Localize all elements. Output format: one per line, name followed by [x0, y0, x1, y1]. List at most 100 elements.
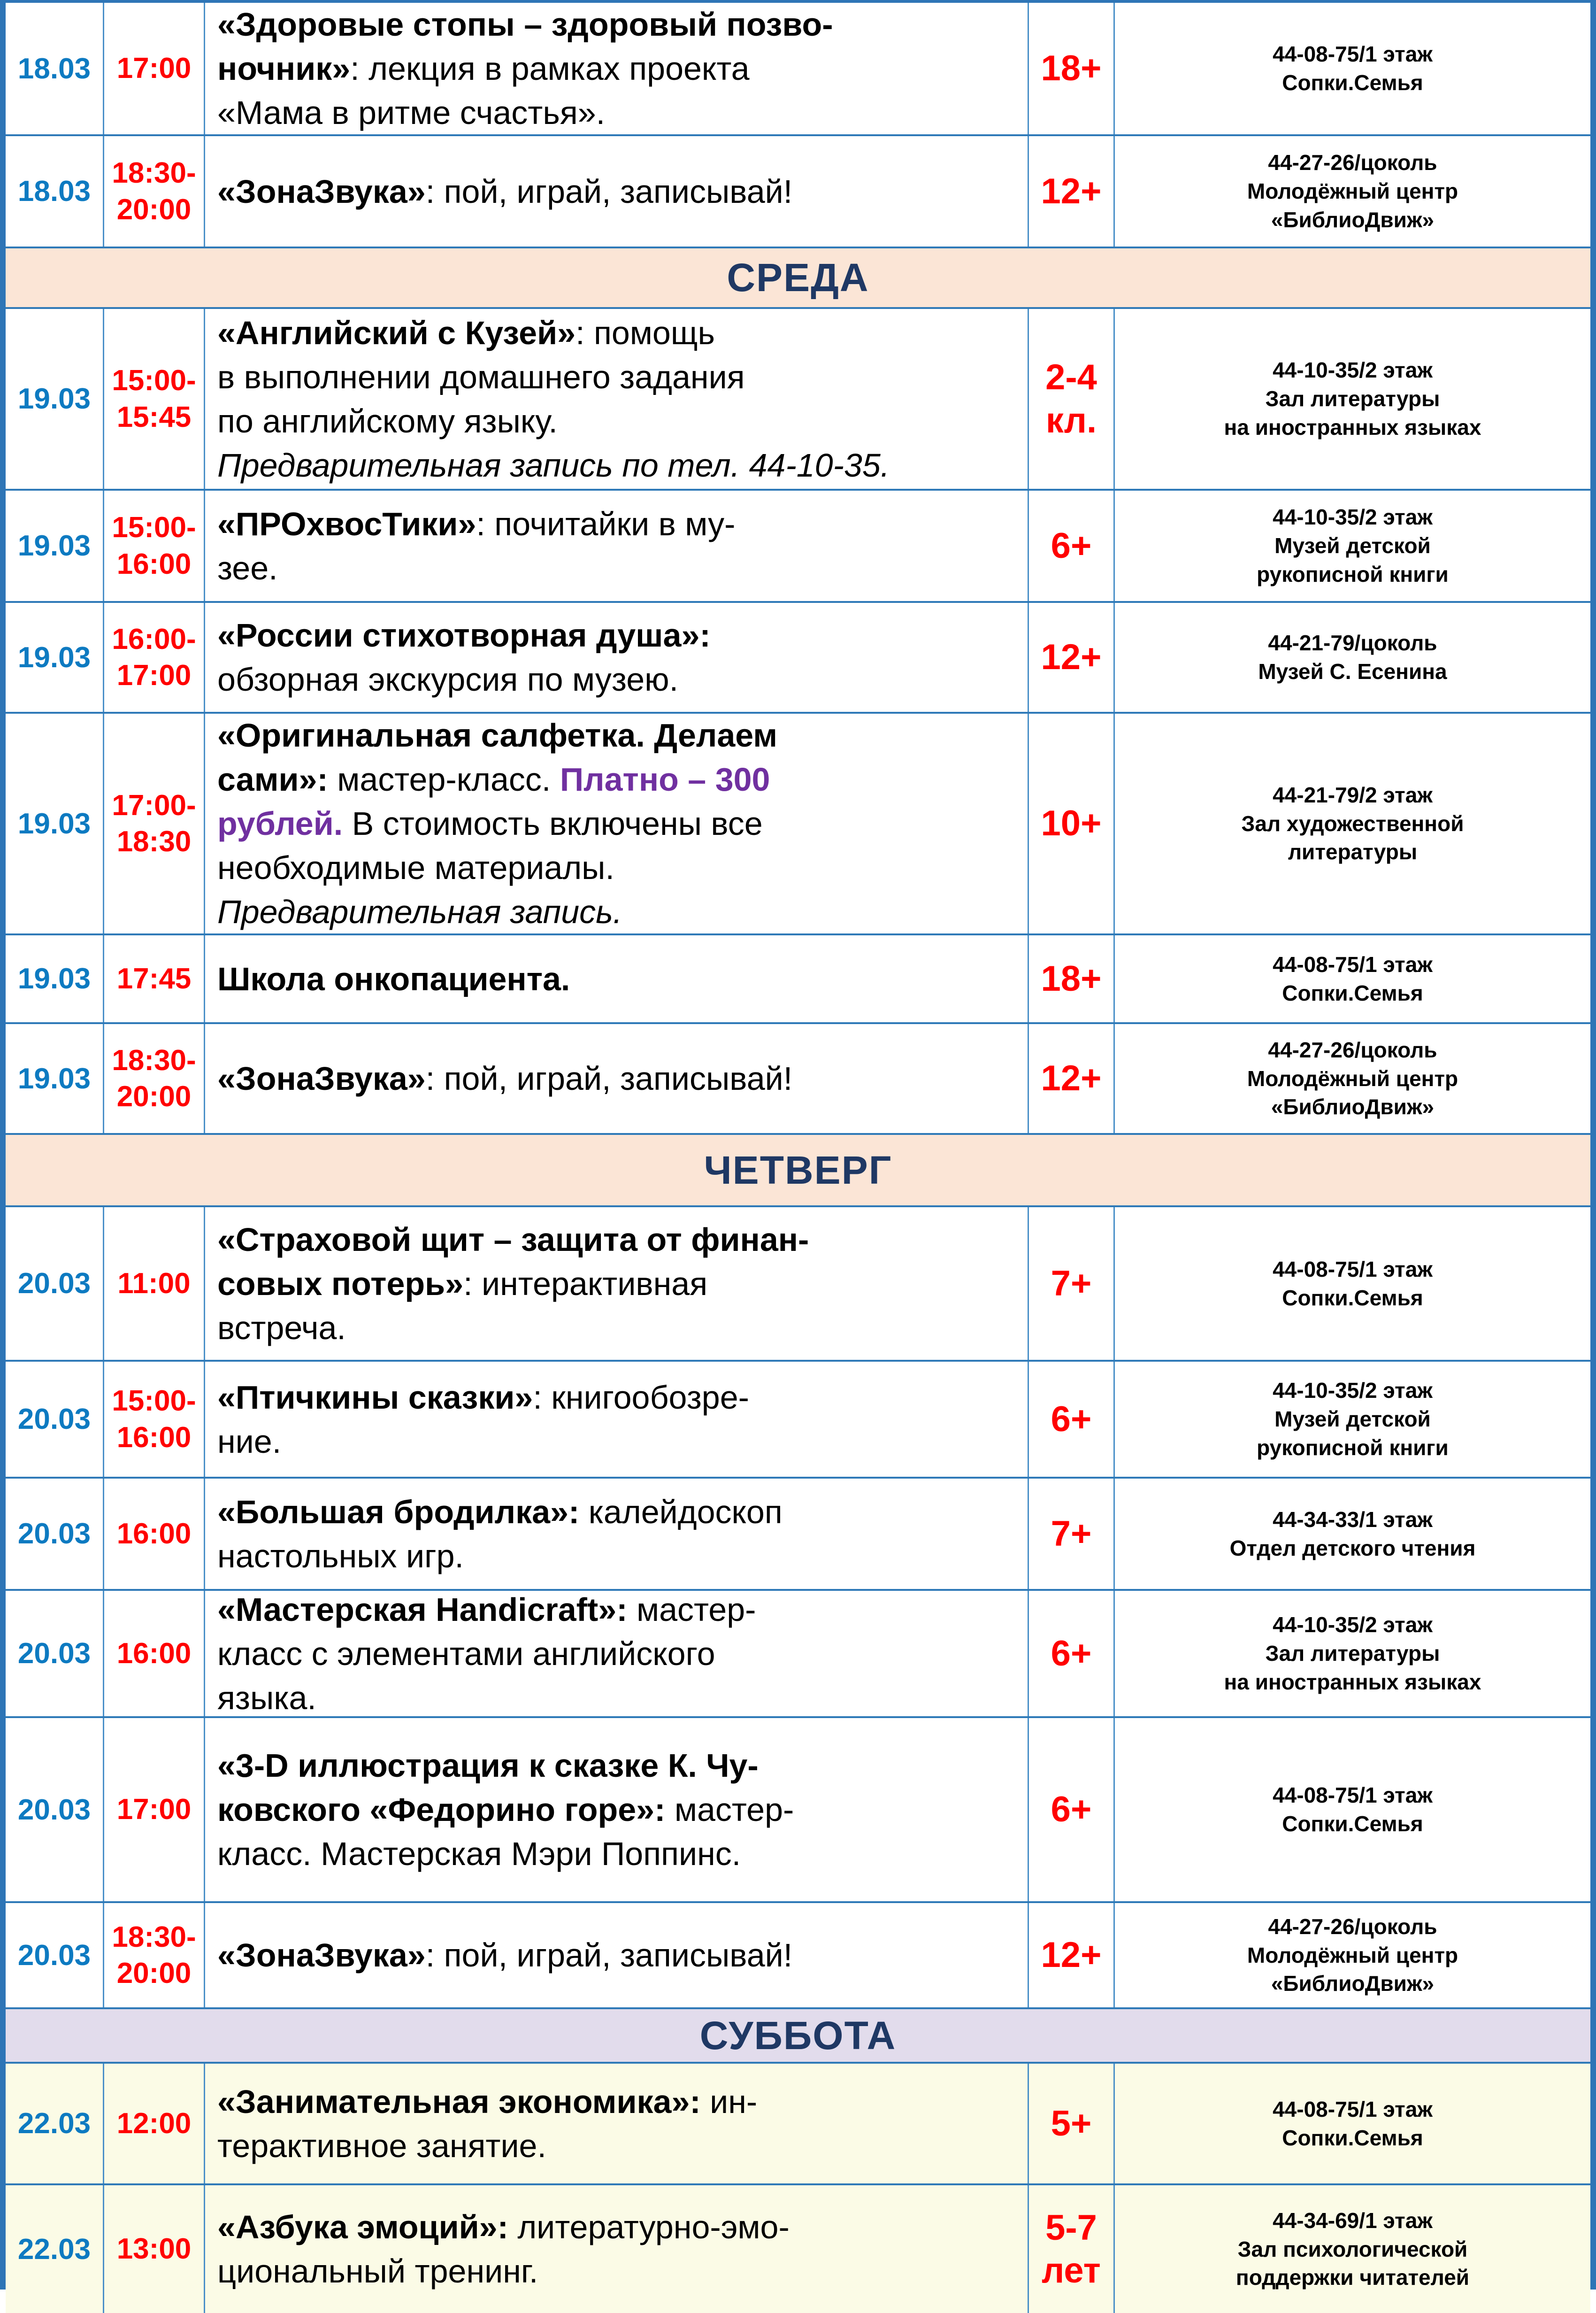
- event-description-cell: «3-D иллюстрация к сказке К. Чу-ковского…: [205, 1718, 1029, 1901]
- schedule-row: 20.03 16:00 «Большая бродилка»: калейдоско…: [6, 1477, 1590, 1589]
- event-text-segment: «Английский с Кузей»: [217, 314, 576, 351]
- time-value-line: 17:00: [116, 659, 192, 692]
- event-text-segment: литературно-эмо-: [508, 2209, 790, 2245]
- date-value: 20.03: [17, 1793, 91, 1826]
- event-text-segment: «Страховой щит – защита от финан-: [217, 1221, 809, 1258]
- age-restriction-line: 12+: [1041, 1935, 1102, 1975]
- event-text-segment: класс. Мастерская Мэри Поппинс.: [217, 1835, 741, 1872]
- event-description-line: «3-D иллюстрация к сказке К. Чу-: [217, 1743, 759, 1788]
- event-description-line: настольных игр.: [217, 1534, 464, 1578]
- time-value-line: 15:00-: [112, 511, 196, 544]
- time-cell: 16:00- 17:00: [104, 603, 205, 712]
- event-text-segment: ние.: [217, 1423, 282, 1460]
- price-text: рублей.: [217, 805, 343, 842]
- price-text: Платно – 300: [560, 761, 770, 798]
- schedule-row: 19.03 15:00- 15:45 «Английский с Кузей»: по…: [6, 307, 1590, 489]
- time-cell: 17:00: [104, 1718, 205, 1901]
- event-text-segment: Школа онкопациента.: [217, 960, 570, 997]
- event-description-line: терактивное занятие.: [217, 2124, 546, 2168]
- location-cell: 44-27-26/цоколь Молодёжный центр «БиблиоДв…: [1115, 1903, 1590, 2007]
- location-cell: 44-08-75/1 этаж Сопки.Семья: [1115, 935, 1590, 1022]
- time-value-line: 20:00: [116, 193, 192, 226]
- event-text-segment: «Мастерская Handicraft»:: [217, 1591, 628, 1628]
- location-line: 44-27-26/цоколь: [1268, 1914, 1437, 1939]
- date-value: 19.03: [17, 1062, 91, 1095]
- event-description-line: рублей. В стоимость включены все: [217, 802, 763, 846]
- time-value-line: 16:00: [116, 547, 192, 580]
- date-cell: 20.03: [6, 1479, 104, 1589]
- age-restriction-line: 6+: [1051, 1399, 1092, 1439]
- schedule-row: 18.03 17:00 «Здоровые стопы – здоровый поз…: [6, 3, 1590, 134]
- time-cell: 18:30- 20:00: [104, 1903, 205, 2007]
- event-description-line: в выполнении домашнего задания: [217, 355, 745, 399]
- age-restriction-cell: 5+: [1029, 2064, 1115, 2183]
- event-text-segment: настольных игр.: [217, 1537, 464, 1574]
- age-restriction-line: 12+: [1041, 171, 1102, 211]
- date-cell: 18.03: [6, 3, 104, 134]
- event-text-segment: встреча.: [217, 1309, 346, 1346]
- time-value-line: 17:00: [116, 52, 192, 85]
- location-line: на иностранных языках: [1224, 415, 1481, 439]
- schedule-row: 19.03 18:30- 20:00 «ЗонаЗвука»: пой, играй,…: [6, 1022, 1590, 1133]
- time-value-line: 18:30: [116, 825, 192, 858]
- age-restriction-line: 7+: [1051, 1263, 1092, 1303]
- date-cell: 20.03: [6, 1903, 104, 2007]
- event-text-segment: В стоимость включены все: [343, 805, 763, 842]
- time-cell: 16:00: [104, 1591, 205, 1716]
- location-line: Сопки.Семья: [1282, 1285, 1423, 1310]
- date-cell: 19.03: [6, 603, 104, 712]
- age-restriction-line: 18+: [1041, 48, 1102, 89]
- date-cell: 19.03: [6, 1024, 104, 1133]
- date-value: 20.03: [17, 1637, 91, 1670]
- time-value-line: 17:00-: [112, 789, 196, 822]
- event-description-cell: «ЗонаЗвука»: пой, играй, записывай!: [205, 1024, 1029, 1133]
- date-value: 20.03: [17, 1267, 91, 1300]
- location-cell: 44-10-35/2 этаж Зал литературы на иностран…: [1115, 1591, 1590, 1716]
- time-value-line: 16:00: [116, 1421, 192, 1454]
- location-line: 44-34-69/1 этаж: [1273, 2208, 1433, 2233]
- event-description-cell: «ЗонаЗвука»: пой, играй, записывай!: [205, 136, 1029, 247]
- age-restriction-line: 6+: [1051, 1789, 1092, 1830]
- date-cell: 19.03: [6, 491, 104, 601]
- day-header-row: ЧЕТВЕРГ: [6, 1133, 1590, 1205]
- event-text-segment: зее.: [217, 549, 278, 586]
- event-text-segment: : пой, играй, записывай!: [425, 1060, 793, 1097]
- location-line: 44-27-26/цоколь: [1268, 150, 1437, 175]
- time-cell: 11:00: [104, 1207, 205, 1360]
- schedule-row: 20.03 16:00 «Мастерская Handicraft»: масте…: [6, 1589, 1590, 1716]
- event-text-segment: терактивное занятие.: [217, 2127, 546, 2164]
- location-line: рукописной книги: [1257, 1435, 1449, 1460]
- event-text-segment: : пой, играй, записывай!: [425, 173, 793, 210]
- location-line: 44-08-75/1 этаж: [1273, 952, 1433, 977]
- schedule-row: 20.03 11:00 «Страховой щит – защита от фин…: [6, 1205, 1590, 1360]
- schedule-row: 19.03 16:00- 17:00 «России стихотворная душ…: [6, 601, 1590, 712]
- time-value-line: 18:30-: [112, 1044, 196, 1077]
- event-text-segment: «Здоровые стопы – здоровый позво-: [217, 6, 833, 43]
- location-line: Зал литературы: [1265, 1641, 1440, 1666]
- age-restriction-cell: 5-7 лет: [1029, 2185, 1115, 2313]
- age-restriction-cell: 18+: [1029, 3, 1115, 134]
- event-description-line: совых потерь»: интерактивная: [217, 1262, 707, 1306]
- age-restriction-line: 10+: [1041, 803, 1102, 844]
- date-cell: 22.03: [6, 2064, 104, 2183]
- location-line: Зал литературы: [1265, 386, 1440, 411]
- location-line: литературы: [1288, 840, 1418, 864]
- event-description-cell: «ЗонаЗвука»: пой, играй, записывай!: [205, 1903, 1029, 2007]
- event-text-segment: «Мама в ритме счастья».: [217, 94, 606, 131]
- event-text-segment: ковского «Федорино горе»:: [217, 1791, 666, 1828]
- day-header-row: СУББОТА: [6, 2007, 1590, 2062]
- age-restriction-cell: 18+: [1029, 935, 1115, 1022]
- event-text-segment: в выполнении домашнего задания: [217, 358, 745, 395]
- event-text-segment: Предварительная запись.: [217, 894, 622, 930]
- schedule-row: 19.03 17:45 Школа онкопациента. 18+ 44-08-75…: [6, 933, 1590, 1022]
- event-text-segment: мастер-: [665, 1791, 794, 1828]
- event-description-line: Предварительная запись по тел. 44-10-35.: [217, 443, 890, 487]
- age-restriction-line: 2-4: [1045, 357, 1097, 398]
- event-description-line: «ЗонаЗвука»: пой, играй, записывай!: [217, 1933, 792, 1977]
- schedule-row: 20.03 18:30- 20:00 «ЗонаЗвука»: пой, играй,…: [6, 1901, 1590, 2007]
- age-restriction-line: 5-7: [1045, 2207, 1097, 2248]
- event-text-segment: «Большая бродилка»:: [217, 1493, 580, 1530]
- age-restriction-cell: 12+: [1029, 603, 1115, 712]
- age-restriction-line: 6+: [1051, 1633, 1092, 1673]
- event-description-line: «Большая бродилка»: калейдоскоп: [217, 1490, 783, 1534]
